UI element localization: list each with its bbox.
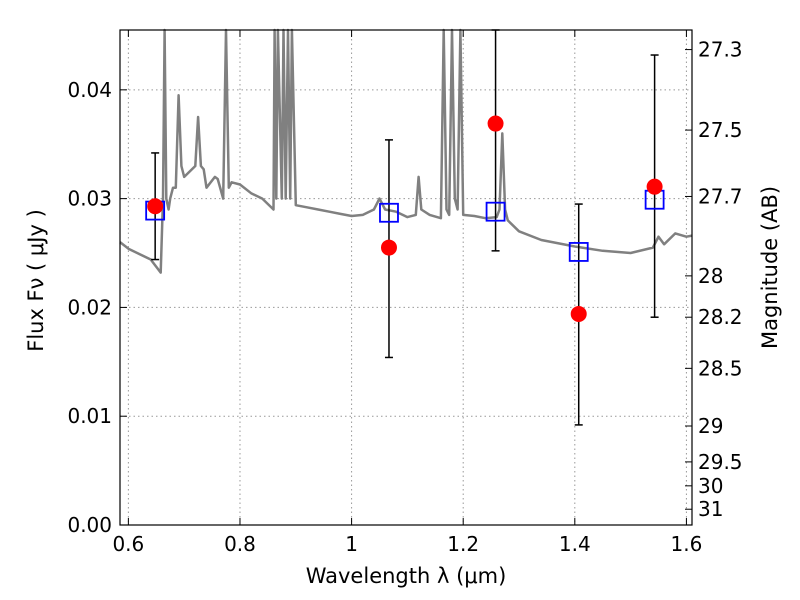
observed-point [570, 305, 587, 322]
right-tick-label: 28 [698, 264, 723, 288]
right-tick-label: 31 [698, 497, 723, 521]
observed-point [646, 178, 663, 195]
y-tick-label: 0.01 [67, 404, 112, 428]
right-tick-label: 28.2 [698, 305, 743, 329]
y-tick-label: 0.02 [67, 295, 112, 319]
y-tick-label: 0.04 [67, 78, 112, 102]
model-point [379, 202, 399, 223]
x-tick-label: 1.2 [447, 532, 479, 556]
x-tick-label: 0.6 [112, 532, 144, 556]
x-axis-label: Wavelength λ (μm) [306, 564, 507, 588]
plot-frame [119, 29, 693, 526]
observed-point [487, 115, 504, 132]
right-tick-label: 28.5 [698, 356, 743, 380]
observed-point [380, 239, 397, 256]
model-point [485, 201, 506, 222]
spectrum-layer [119, 28, 693, 274]
model-point [568, 242, 589, 262]
x-tick-label: 1.4 [559, 532, 591, 556]
right-tick-label: 27.3 [698, 38, 743, 62]
right-tick-label: 27.7 [698, 184, 743, 208]
y-axis-label: Flux Fν ( μJy ) [24, 209, 48, 352]
right-tick-label: 30 [698, 474, 723, 498]
x-tick-label: 0.8 [224, 532, 256, 556]
observed-point [147, 198, 164, 215]
spectrum-line [119, 28, 693, 274]
y-axis-right-label: Magnitude (AB) [758, 186, 782, 349]
grid-lines [120, 30, 692, 526]
ticks-layer: 0.6 0.8 1 1.2 1.4 1.6 0.00 0.01 0.02 0.03 0.04 27.3… [67, 30, 743, 556]
y-tick-label: 0.00 [67, 513, 112, 537]
right-tick-label: 27.5 [698, 118, 743, 142]
right-tick-label: 29 [698, 414, 723, 438]
right-tick-label: 29.5 [698, 450, 743, 474]
y-tick-label: 0.03 [67, 187, 112, 211]
x-tick-label: 1 [345, 532, 358, 556]
markers-layer [145, 29, 665, 426]
x-tick-label: 1.6 [671, 532, 703, 556]
